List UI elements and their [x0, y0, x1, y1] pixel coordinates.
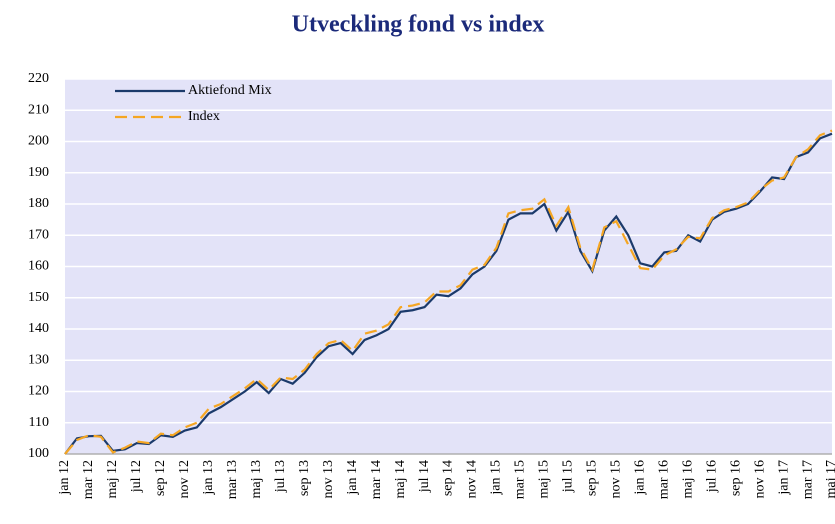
- x-tick-label: jul 15: [561, 460, 576, 493]
- legend-label: Aktiefond Mix: [188, 83, 272, 98]
- x-tick-label: mar 15: [513, 460, 528, 499]
- chart-title: Utveckling fond vs index: [292, 12, 545, 38]
- y-tick-label: 160: [28, 259, 49, 274]
- x-tick-label: nov 16: [752, 460, 767, 499]
- x-tick-label: jan 15: [489, 460, 504, 496]
- x-tick-label: maj 14: [393, 460, 408, 499]
- x-tick-label: mar 17: [800, 460, 815, 499]
- y-tick-label: 180: [28, 196, 49, 211]
- x-tick-label: jan 13: [201, 460, 216, 496]
- x-tick-label: nov 14: [465, 460, 480, 499]
- line-series: [64, 132, 833, 455]
- y-tick-label: 150: [28, 290, 49, 305]
- x-tick-label: mar 14: [369, 460, 384, 499]
- x-tick-label: jan 14: [345, 460, 360, 496]
- y-tick-label: 210: [28, 102, 49, 117]
- x-tick-label: maj 15: [537, 460, 552, 499]
- x-tick-label: sep 14: [441, 460, 456, 496]
- y-tick-label: 130: [28, 352, 49, 367]
- x-tick-label: jan 17: [776, 460, 791, 496]
- x-tick-label: sep 16: [728, 460, 743, 496]
- x-tick-label: jul 16: [704, 460, 719, 493]
- y-tick-label: 220: [28, 71, 49, 86]
- x-tick-label: maj 17: [824, 460, 835, 499]
- line-series: [64, 129, 833, 455]
- y-tick-label: 120: [28, 384, 49, 399]
- x-tick-label: nov 13: [321, 460, 336, 499]
- y-tick-label: 200: [28, 134, 49, 149]
- x-tick-label: sep 13: [297, 460, 312, 496]
- x-tick-label: maj 12: [105, 460, 120, 499]
- x-tick-label: maj 16: [680, 460, 695, 499]
- x-tick-label: jul 12: [129, 460, 144, 493]
- x-tick-label: jan 16: [632, 460, 647, 496]
- y-tick-label: 170: [28, 227, 49, 242]
- x-tick-label: jul 13: [273, 460, 288, 493]
- y-tick-label: 110: [29, 415, 49, 430]
- y-tick-label: 190: [28, 165, 49, 180]
- y-tick-label: 140: [28, 321, 49, 336]
- x-tick-label: mar 16: [656, 460, 671, 499]
- x-tick-label: mar 13: [225, 460, 240, 499]
- x-tick-label: sep 12: [153, 460, 168, 496]
- x-tick-label: nov 12: [177, 460, 192, 499]
- x-tick-label: sep 15: [585, 460, 600, 496]
- x-tick-label: maj 13: [249, 460, 264, 499]
- x-tick-label: nov 15: [609, 460, 624, 499]
- y-tick-label: 100: [28, 446, 49, 461]
- legend-label: Index: [188, 109, 220, 124]
- x-tick-label: jan 12: [57, 460, 72, 496]
- x-tick-label: jul 14: [417, 460, 432, 493]
- x-tick-label: mar 12: [81, 460, 96, 499]
